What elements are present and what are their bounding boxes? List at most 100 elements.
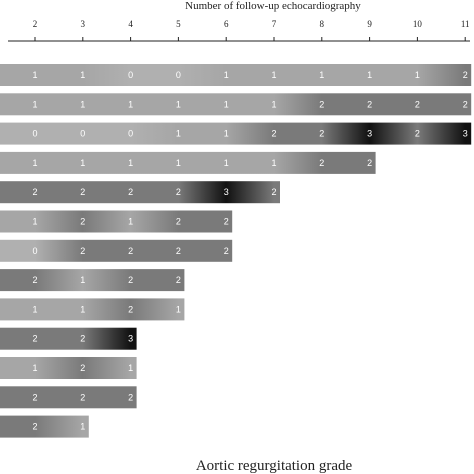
grade-label: 1 [224, 129, 229, 139]
grade-label: 2 [80, 187, 85, 197]
grade-label: 2 [176, 187, 181, 197]
grade-label: 3 [367, 129, 372, 139]
grade-label: 2 [319, 129, 324, 139]
grade-label: 2 [80, 334, 85, 344]
x-tick-label: 4 [128, 19, 133, 29]
grade-label: 1 [271, 70, 276, 80]
x-tick-label: 5 [176, 19, 181, 29]
grade-label: 2 [463, 70, 468, 80]
x-tick-label: 3 [81, 19, 86, 29]
grade-label: 2 [463, 99, 468, 109]
grade-label: 1 [80, 99, 85, 109]
grade-label: 0 [32, 129, 37, 139]
grade-label: 1 [271, 158, 276, 168]
bar [0, 239, 233, 262]
grade-label: 1 [176, 304, 181, 314]
grade-label: 2 [128, 392, 133, 402]
grade-label: 2 [128, 246, 133, 256]
grade-label: 2 [128, 304, 133, 314]
grade-label: 0 [176, 70, 181, 80]
grade-label: 1 [80, 304, 85, 314]
grade-label: 2 [367, 158, 372, 168]
x-tick-label: 10 [413, 19, 423, 29]
grade-label: 2 [128, 275, 133, 285]
grade-label: 2 [224, 217, 229, 227]
bar [0, 357, 137, 379]
grade-label: 2 [224, 246, 229, 256]
grade-label: 2 [32, 392, 37, 402]
grade-label: 1 [32, 158, 37, 168]
grade-label: 2 [319, 99, 324, 109]
grade-label: 0 [128, 70, 133, 80]
x-tick-label: 6 [224, 19, 229, 29]
grade-label: 1 [224, 70, 229, 80]
bar [0, 64, 472, 86]
grade-label: 1 [176, 99, 181, 109]
bars: 1 1 0 0 1 1 1 1 1 2 1 1 1 1 1 1 2 2 2 2 0 0 0 1 1 2 2 3 2 3 1 1 1 1 1 1 2 2 2 2… [0, 64, 472, 438]
grade-label: 2 [415, 99, 420, 109]
x-axis: 2 3 4 5 6 7 8 9 10 11 [8, 19, 470, 42]
x-tick-label: 8 [320, 19, 325, 29]
grade-label: 0 [80, 129, 85, 139]
grade-label: 1 [319, 70, 324, 80]
grade-label: 1 [32, 99, 37, 109]
grade-label: 3 [224, 187, 229, 197]
x-tick-label: 7 [272, 19, 277, 29]
grade-label: 1 [128, 99, 133, 109]
grade-label: 1 [32, 217, 37, 227]
grade-label: 1 [176, 158, 181, 168]
grade-label: 1 [415, 70, 420, 80]
grade-label: 2 [415, 129, 420, 139]
grade-label: 0 [32, 246, 37, 256]
grade-label: 2 [271, 129, 276, 139]
grade-label: 3 [463, 129, 468, 139]
grade-label: 1 [80, 158, 85, 168]
grade-label: 1 [32, 304, 37, 314]
x-tick-label: 11 [461, 19, 470, 29]
grade-label: 2 [319, 158, 324, 168]
grade-label: 2 [32, 334, 37, 344]
grade-label: 2 [32, 275, 37, 285]
bar [0, 386, 137, 409]
grade-label: 2 [176, 217, 181, 227]
grade-label: 1 [367, 70, 372, 80]
grade-label: 2 [128, 187, 133, 197]
grade-label: 1 [32, 363, 37, 373]
grade-label: 2 [32, 422, 37, 432]
grade-label: 1 [224, 99, 229, 109]
grade-label: 1 [80, 70, 85, 80]
bar [0, 269, 185, 292]
bar [0, 151, 376, 174]
x-tick-label: 9 [367, 19, 372, 29]
grade-label: 2 [367, 99, 372, 109]
grade-label: 2 [176, 246, 181, 256]
grade-label: 2 [80, 217, 85, 227]
grade-label: 1 [176, 129, 181, 139]
grade-label: 1 [80, 275, 85, 285]
grade-label: 2 [271, 187, 276, 197]
bar [0, 122, 472, 145]
bar [0, 298, 185, 321]
bar [0, 415, 89, 438]
x-tick-label: 2 [33, 19, 38, 29]
grade-label: 2 [80, 363, 85, 373]
bar [0, 210, 233, 233]
x-axis-label: Aortic regurgitation grade [196, 458, 353, 474]
grade-label: 2 [80, 392, 85, 402]
grade-label: 1 [128, 217, 133, 227]
grade-label: 2 [176, 275, 181, 285]
grade-label: 0 [128, 129, 133, 139]
grade-label: 1 [80, 422, 85, 432]
bar [0, 93, 472, 116]
grade-label: 1 [224, 158, 229, 168]
grade-label: 2 [32, 187, 37, 197]
chart-title: Number of follow-up echocardiography [185, 0, 361, 12]
grade-label: 2 [80, 246, 85, 256]
grade-label: 1 [128, 158, 133, 168]
grade-label: 1 [271, 99, 276, 109]
grade-label: 1 [128, 363, 133, 373]
grade-label: 3 [128, 334, 133, 344]
grade-label: 1 [32, 70, 37, 80]
bar [0, 327, 137, 350]
